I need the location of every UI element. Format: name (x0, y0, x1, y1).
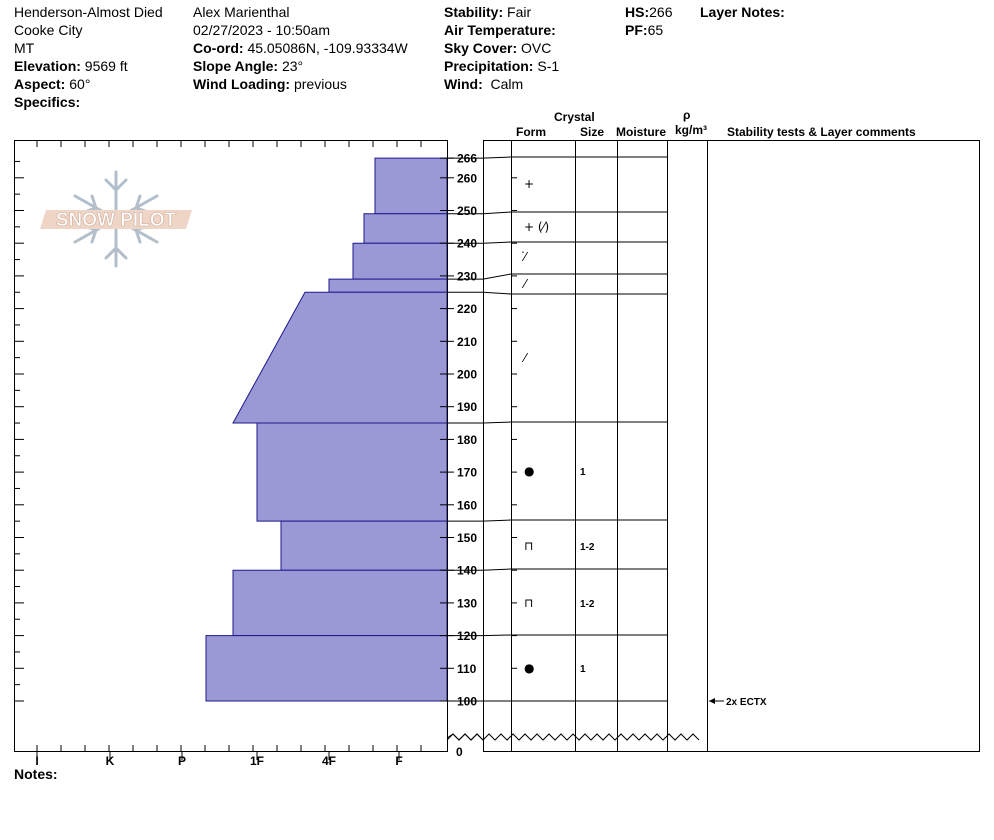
state-name: MT (14, 40, 35, 56)
hardness-layer-bar (232, 569, 448, 637)
crystal-form-symbol: ⁄̇ (521, 250, 529, 264)
crystal-form-symbol: + (524, 177, 534, 191)
coordinates: Co-ord: 45.05086N, -109.93334W (193, 40, 408, 56)
layer-boundary-line (482, 291, 667, 295)
layer-boundary-line (482, 156, 667, 159)
layer-boundary-line (482, 568, 667, 571)
height-tick-label: 230 (457, 269, 477, 283)
hardness-layers (205, 157, 448, 702)
hardness-layer-bar (232, 291, 448, 424)
height-tick-label: 160 (457, 498, 477, 512)
crystal-form-symbol: + (⁄) (524, 220, 549, 234)
crystal-size-label: 1 (580, 467, 586, 478)
height-zero-label: 0 (456, 745, 463, 759)
crystal-size-label: 1-2 (580, 599, 595, 610)
moisture-header: Moisture (616, 125, 667, 139)
stability-test-arrowhead (709, 698, 715, 704)
header-conditions-block: Stability: Fair Air Temperature: Sky Cov… (444, 3, 559, 93)
hardness-tick-label: 4F (322, 754, 336, 768)
stability-test-label: 2x ECTX (726, 697, 767, 708)
area-name: Cooke City (14, 22, 83, 38)
stability-comments-header: Stability tests & Layer comments (727, 125, 916, 139)
notes-label: Notes: (14, 766, 58, 782)
height-tick-label: 220 (457, 302, 477, 316)
stability: Stability: Fair (444, 4, 532, 20)
wind: Wind: Calm (444, 76, 524, 92)
crystal-size-label: 1 (580, 664, 586, 675)
hardness-layer-bar (328, 278, 448, 293)
form-header: Form (516, 125, 546, 139)
height-tick-label: 210 (457, 335, 477, 349)
hs-value: HS:266 (625, 4, 673, 20)
layer-table: + + (⁄) ⁄̇ ⁄ ⁄ ● 1 ⊓ 1-2 ⊓ 1-2 ● 1 (446, 140, 980, 752)
height-tick-label: 180 (457, 433, 477, 447)
hardness-layer-bar (256, 422, 448, 522)
hardness-tick-label: 1F (250, 754, 264, 768)
wind-loading: Wind Loading: previous (193, 76, 347, 92)
layer-boundary-line (482, 519, 667, 522)
crystal-form-symbol: ⁄ (521, 351, 529, 365)
hardness-layer-bar (205, 635, 448, 702)
hardness-tick-label: F (395, 754, 402, 768)
header-location-block: Henderson-Almost Died Cooke City MT Elev… (14, 3, 163, 111)
height-tick-label: 260 (457, 171, 477, 185)
layer-boundary-line (482, 634, 667, 637)
observation-datetime: 02/27/2023 - 10:50am (193, 22, 330, 38)
height-tick-label: 200 (457, 368, 477, 382)
aspect: Aspect: 60° (14, 76, 91, 92)
crystal-form-symbol: ● (524, 661, 534, 675)
specifics: Specifics: (14, 94, 81, 110)
crystal-form-symbol: ⁄ (521, 277, 529, 291)
hardness-axis: I K P 1F 4F F (15, 141, 422, 768)
layer-notes-label: Layer Notes: (700, 4, 785, 20)
layer-boundary-line (482, 421, 667, 424)
layer-boundary-line (482, 241, 667, 244)
elevation: Elevation: 9569 ft (14, 58, 128, 74)
sky-cover: Sky Cover: OVC (444, 40, 552, 56)
table-break-zigzag (446, 733, 700, 741)
layer-boundary-line (482, 211, 667, 215)
header-depth-block: HS:266 PF:65 (625, 3, 672, 39)
size-header: Size (580, 125, 605, 139)
hardness-layer-bar (363, 213, 448, 244)
crystal-form-symbol: ⊓ (524, 539, 533, 553)
layer-boundary-line (482, 273, 667, 280)
height-tick-label: 250 (457, 204, 477, 218)
pf-value: PF:65 (625, 22, 664, 38)
hardness-tick-label: K (106, 754, 115, 768)
height-tick-label: 170 (457, 466, 477, 480)
logo-text: SNOW PILOT (56, 210, 177, 231)
height-tick-label: 150 (457, 531, 477, 545)
height-tick-label: 130 (457, 596, 477, 610)
hardness-tick-label: I (35, 754, 38, 768)
hardness-tick-label: P (178, 754, 186, 768)
height-tick-label: 110 (457, 662, 477, 676)
location-name: Henderson-Almost Died (14, 4, 163, 20)
crystal-form-symbol: ● (524, 464, 534, 478)
table-frame (483, 140, 980, 752)
observer-name: Alex Marienthal (193, 4, 290, 20)
precipitation: Precipitation: S-1 (444, 58, 560, 74)
header-observer-block: Alex Marienthal 02/27/2023 - 10:50am Co-… (193, 3, 408, 93)
snowpilot-logo: SNOW PILOT (40, 170, 192, 268)
air-temperature: Air Temperature: (444, 22, 556, 38)
height-tick-label: 190 (457, 400, 477, 414)
hardness-layer-bar (280, 520, 448, 571)
rho-header: ρ (683, 108, 691, 122)
hardness-layer-bar (374, 157, 448, 215)
stability-tests: 2x ECTX (709, 697, 767, 708)
slope-angle: Slope Angle: 23° (193, 58, 304, 74)
crystal-header: Crystal (554, 110, 595, 124)
crystal-form-symbol: ⊓ (524, 596, 533, 610)
density-header: kg/m³ (675, 123, 708, 137)
hardness-layer-bar (352, 242, 448, 280)
crystal-size-label: 1-2 (580, 542, 595, 553)
